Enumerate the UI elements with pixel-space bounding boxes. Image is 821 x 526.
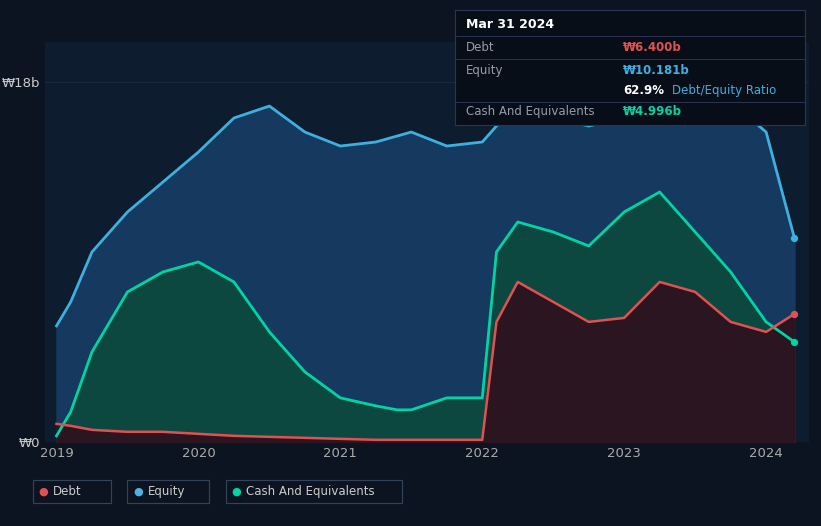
Text: Cash And Equivalents: Cash And Equivalents [246,485,375,498]
Text: ●: ● [133,487,143,497]
Text: Equity: Equity [466,64,503,77]
Text: Debt: Debt [53,485,82,498]
Text: Debt/Equity Ratio: Debt/Equity Ratio [672,84,776,97]
Text: 62.9%: 62.9% [623,84,664,97]
Text: Mar 31 2024: Mar 31 2024 [466,18,553,31]
Text: ●: ● [39,487,48,497]
Text: ₩6.400b: ₩6.400b [623,41,681,54]
Text: ●: ● [232,487,241,497]
Text: Debt: Debt [466,41,494,54]
Point [788,234,801,242]
Point [788,338,801,346]
Text: ₩10.181b: ₩10.181b [623,64,690,77]
Text: Equity: Equity [148,485,186,498]
Point [788,310,801,318]
Text: ₩4.996b: ₩4.996b [623,105,682,118]
Text: Cash And Equivalents: Cash And Equivalents [466,105,594,118]
